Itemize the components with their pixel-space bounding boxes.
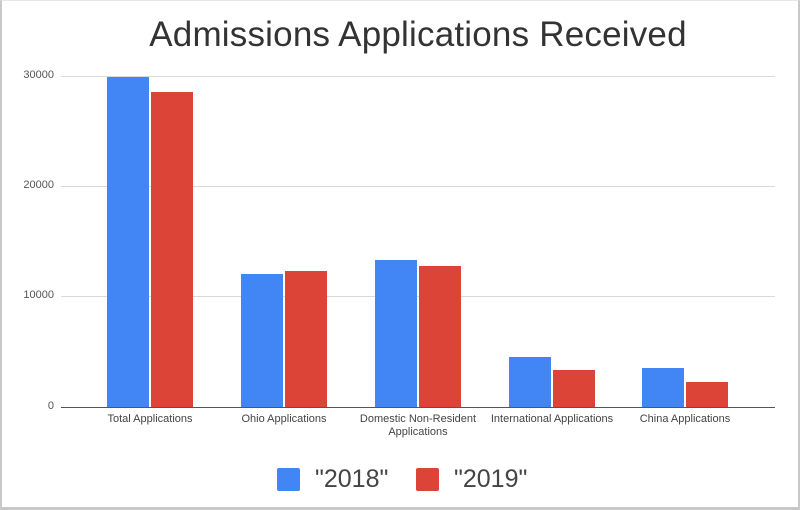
bar-2019-2[interactable] xyxy=(419,265,461,407)
x-tick-label: Domestic Non-Resident Applications xyxy=(359,413,477,438)
legend-item-2019[interactable]: "2019" xyxy=(416,465,527,493)
chart-title: Admissions Applications Received xyxy=(149,15,687,54)
bar-2018-0[interactable] xyxy=(107,77,149,407)
x-tick-label: China Applications xyxy=(639,413,731,425)
legend-item-2018[interactable]: "2018" xyxy=(277,465,388,493)
gridline-20000 xyxy=(61,186,775,187)
x-tick-label: Ohio Applications xyxy=(241,413,327,425)
bar-2018-1[interactable] xyxy=(241,274,283,407)
x-tick-label: International Applications xyxy=(490,413,614,425)
bar-2018-2[interactable] xyxy=(375,259,417,407)
y-tick-label: 0 xyxy=(47,400,54,412)
y-tick-label: 10000 xyxy=(23,289,54,301)
legend-swatch-2018 xyxy=(277,467,300,491)
bar-2019-3[interactable] xyxy=(553,370,595,407)
bar-2018-4[interactable] xyxy=(642,367,684,407)
legend-label-2019: "2019" xyxy=(454,464,528,493)
bar-2018-3[interactable] xyxy=(509,357,551,407)
y-tick-label: 20000 xyxy=(23,179,54,191)
bar-2019-1[interactable] xyxy=(285,270,327,407)
x-axis-baseline xyxy=(61,407,775,408)
x-tick-label: Total Applications xyxy=(107,413,193,425)
gridline-30000 xyxy=(61,76,775,77)
bar-2019-4[interactable] xyxy=(686,382,728,407)
legend-label-2018: "2018" xyxy=(315,464,389,493)
bar-2019-0[interactable] xyxy=(151,92,193,407)
y-tick-label: 30000 xyxy=(23,69,54,81)
legend-swatch-2019 xyxy=(416,467,439,491)
gridline-10000 xyxy=(61,296,775,297)
